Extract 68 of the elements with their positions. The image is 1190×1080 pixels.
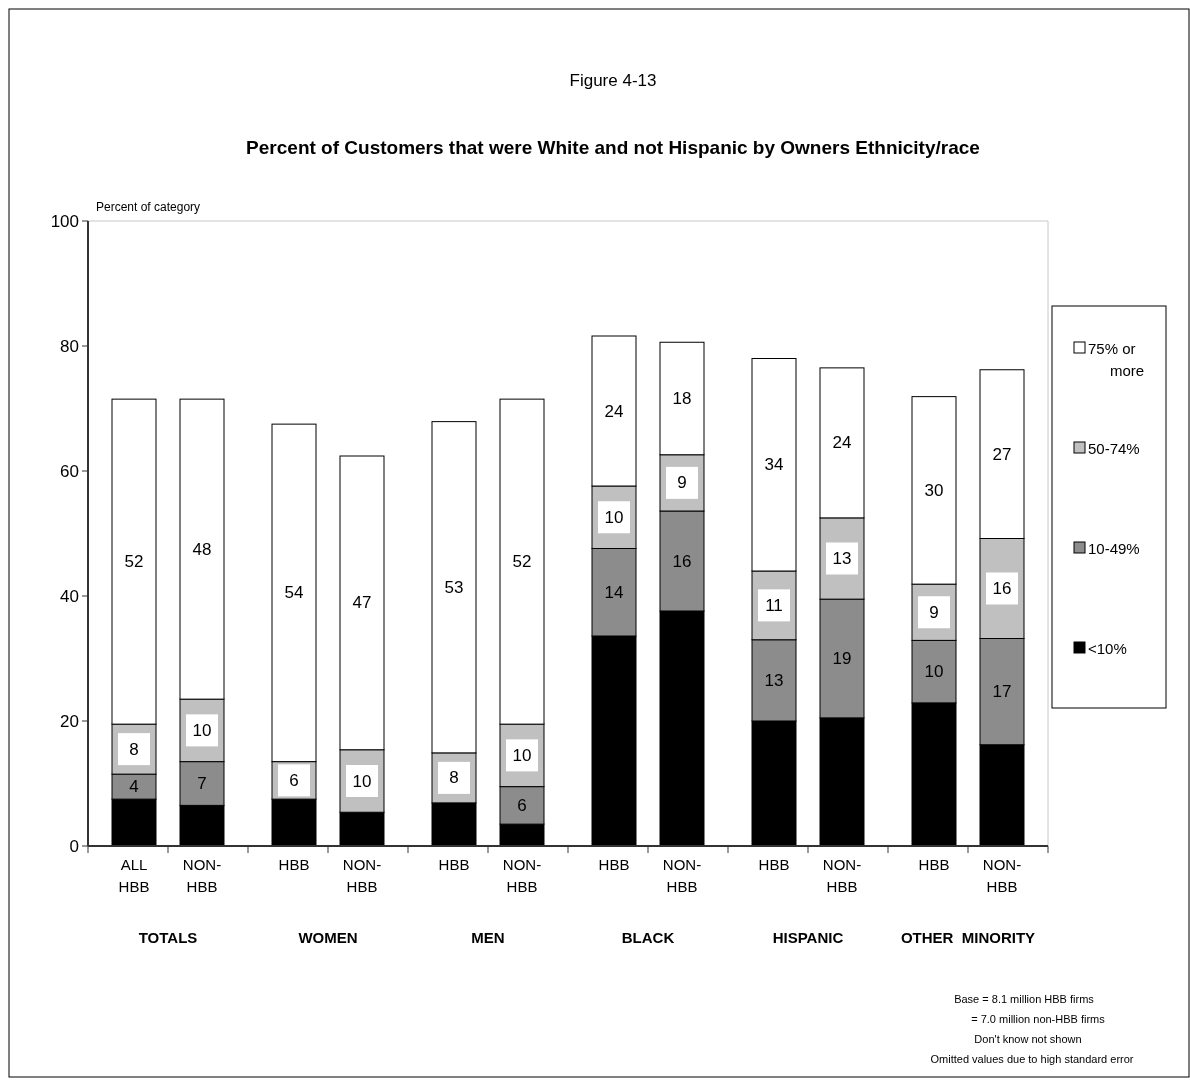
legend-label: 10-49% [1088,539,1140,557]
data-label: 27 [992,444,1012,464]
x-tick-label: NON-HBB [822,856,862,895]
text: OTHER MINORITY [900,929,1036,946]
data-label: 10 [604,507,624,527]
data-label: 54 [284,583,304,603]
data-label: 7 [197,774,207,793]
text: Base = 8.1 million HBB firms [954,993,1095,1005]
data-label: 8 [449,768,459,788]
legend-label: <10% [1088,639,1127,657]
legend-label: 50-74% [1088,439,1140,457]
data-label: 8 [129,739,139,759]
data-label: 13 [832,549,852,568]
x-tick-label: ALL HBB [118,856,150,895]
text: MEN [471,929,505,946]
data-label: 19 [832,649,852,668]
y-axis-title: Percent of category [96,200,201,214]
data-label: 17 [992,682,1012,702]
data-label: 10 [512,745,532,765]
x-tick-label: HBB [918,856,950,873]
data-label: 16 [672,551,692,571]
chart-subtitle: Figure 4-13 [569,71,657,90]
x-tick-label: NON-HBB [342,856,382,895]
data-label: 6 [289,770,299,790]
y-tick-label: 60 [60,461,79,481]
data-label: 16 [992,579,1012,598]
x-tick-label: NON-HBB [982,856,1022,895]
data-label: 47 [352,593,372,613]
data-label: 9 [677,473,687,493]
y-tick-label: 80 [60,336,79,356]
text: TOTALS [138,929,198,946]
data-label: 10 [924,662,944,682]
data-label: 24 [604,401,624,421]
x-tick-label: NON-HBB [502,856,542,895]
legend-label: 75% or more [1088,339,1145,379]
data-label: 18 [672,389,692,408]
x-tick-label: HBB [758,856,790,873]
data-label: 9 [929,602,939,622]
text: = 7.0 million non-HBB firms [971,1013,1106,1025]
data-label: 10 [192,720,212,740]
text: BLACK [621,929,675,946]
chart-title: Percent of Customers that were White and not Hispanic by Owners Ethnicity/race [246,137,980,158]
y-tick-label: 20 [60,711,79,731]
x-tick-label: HBB [438,856,470,873]
data-label: 11 [765,595,783,615]
data-label: 52 [124,552,144,572]
y-tick-label: 0 [69,836,79,856]
data-label: 14 [604,582,624,602]
data-label: 34 [764,455,784,475]
text: Omitted values due to high standard error [930,1053,1134,1065]
data-label: 52 [512,552,532,572]
data-label: 6 [517,795,527,815]
data-label: 13 [764,670,784,690]
y-tick-label: 40 [60,586,79,606]
data-label: 48 [192,539,212,559]
x-tick-label: NON-HBB [182,856,222,895]
x-tick-label: HBB [598,856,630,873]
data-label: 53 [444,577,464,597]
data-label: 10 [352,771,372,791]
y-tick-label: 100 [50,211,79,231]
text: WOMEN [298,929,358,946]
text: Don't know not shown [974,1033,1082,1045]
text: HISPANIC [772,929,844,946]
x-tick-label: NON-HBB [662,856,702,895]
data-label: 4 [129,777,139,797]
x-tick-label: HBB [278,856,310,873]
data-label: 24 [832,433,852,453]
data-label: 30 [924,480,944,500]
